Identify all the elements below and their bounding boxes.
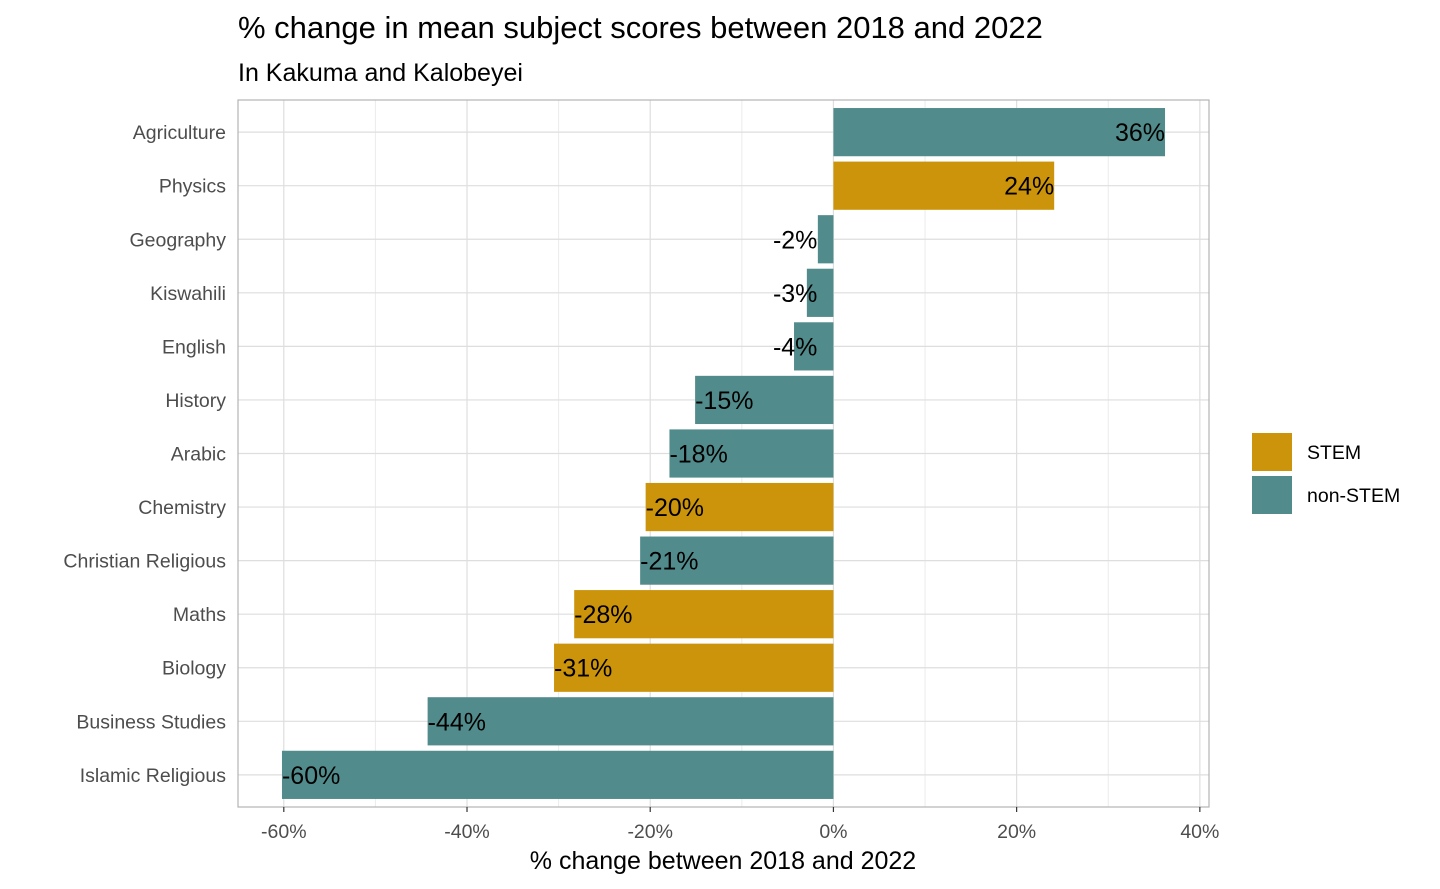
x-tick-label: -40% — [444, 821, 490, 843]
x-tick-label: -60% — [261, 821, 307, 843]
y-tick-label: Agriculture — [133, 122, 226, 144]
legend-label: STEM — [1307, 442, 1361, 464]
bar-christian-religious — [640, 536, 834, 585]
x-tick-label: 0% — [819, 821, 847, 843]
bar-geography — [817, 215, 834, 264]
bar-maths — [574, 590, 834, 639]
data-label: -20% — [646, 494, 704, 522]
data-label: -44% — [428, 708, 486, 736]
y-tick-label: Christian Religious — [63, 551, 226, 573]
data-label: -31% — [554, 655, 612, 683]
data-label: -4% — [773, 333, 817, 361]
data-labels: 36% 24% -2% -3% -4% -15% -18% -20% -21% -28% -31% -… — [282, 119, 1165, 790]
bar-islamic-religious — [281, 750, 834, 799]
legend: STEM non-STEM — [1252, 433, 1400, 514]
data-label: -21% — [640, 548, 698, 576]
y-tick-label: English — [162, 336, 226, 358]
data-label: -2% — [773, 226, 817, 254]
data-label: -3% — [773, 280, 817, 308]
data-label: -28% — [574, 601, 632, 629]
bars — [281, 108, 1166, 799]
bar-business-studies — [427, 697, 834, 746]
legend-key — [1252, 476, 1292, 514]
y-tick-label: History — [165, 390, 226, 412]
y-tick-label: Physics — [159, 176, 226, 198]
x-axis: -60% -40% -20% 0% 20% 40% — [261, 807, 1219, 843]
bar-history — [695, 375, 834, 425]
y-tick-label: Maths — [173, 604, 226, 626]
bar-biology — [554, 643, 834, 692]
data-label: 24% — [1004, 173, 1054, 201]
data-label: -15% — [695, 387, 753, 415]
legend-label: non-STEM — [1307, 485, 1400, 507]
y-tick-label: Chemistry — [138, 497, 226, 519]
x-tick-label: 40% — [1180, 821, 1219, 843]
bar-agriculture — [833, 108, 1166, 157]
y-tick-label: Geography — [130, 229, 227, 251]
bar-arabic — [669, 429, 834, 478]
x-tick-label: -20% — [627, 821, 673, 843]
x-axis-title: % change between 2018 and 2022 — [530, 847, 916, 875]
chart-subtitle: In Kakuma and Kalobeyei — [238, 59, 523, 87]
y-axis: Agriculture Physics Geography Kiswahili Engl… — [63, 122, 226, 787]
y-tick-label: Arabic — [171, 444, 227, 466]
bar-english — [794, 322, 834, 371]
data-label: 36% — [1115, 119, 1165, 147]
x-tick-label: 20% — [997, 821, 1036, 843]
bar-chemistry — [645, 482, 834, 532]
chart-title: % change in mean subject scores between … — [238, 10, 1043, 45]
y-tick-label: Kiswahili — [150, 283, 226, 305]
legend-key — [1252, 433, 1292, 471]
bar-kiswahili — [806, 268, 834, 317]
y-tick-label: Biology — [162, 658, 226, 680]
bar-physics — [833, 161, 1055, 210]
panel-border — [237, 99, 1210, 808]
data-label: -18% — [669, 441, 727, 469]
y-tick-label: Business Studies — [76, 711, 226, 733]
y-tick-label: Islamic Religious — [80, 765, 227, 787]
data-label: -60% — [282, 762, 340, 790]
